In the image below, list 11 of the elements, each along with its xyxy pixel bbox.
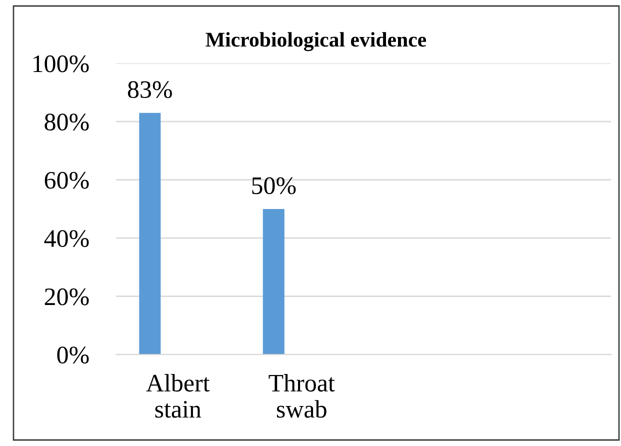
x-tick-label: Throat swab [268,374,335,418]
y-tick-label: 100% [33,55,89,72]
y-tick-label: 0% [57,346,89,364]
x-tick-label: Albert stain [146,374,210,418]
chart-title: Microbiological evidence [206,32,426,52]
data-label: 83% [128,81,172,98]
y-tick-label: 20% [44,288,89,306]
data-label: 50% [252,177,296,194]
y-tick-label: 40% [44,230,89,248]
y-tick-label: 80% [44,114,89,131]
y-tick-label: 60% [44,172,89,189]
